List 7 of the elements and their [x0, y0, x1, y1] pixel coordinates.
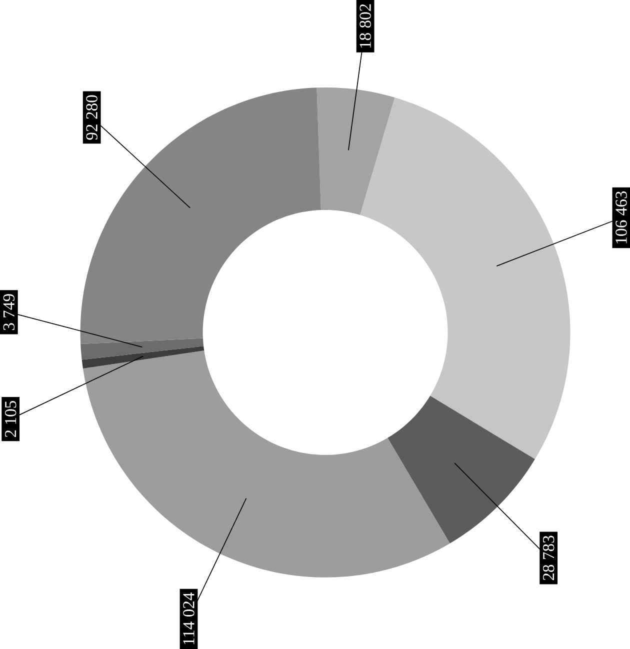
data-label: 92 280: [86, 95, 98, 140]
data-label: 114 024: [183, 592, 194, 644]
data-label: 28 783: [542, 536, 554, 580]
data-label: 18 802: [360, 4, 371, 48]
data-label: 2 105: [4, 400, 16, 438]
data-label: 106 463: [616, 191, 627, 244]
data-label: 3 749: [3, 294, 14, 330]
